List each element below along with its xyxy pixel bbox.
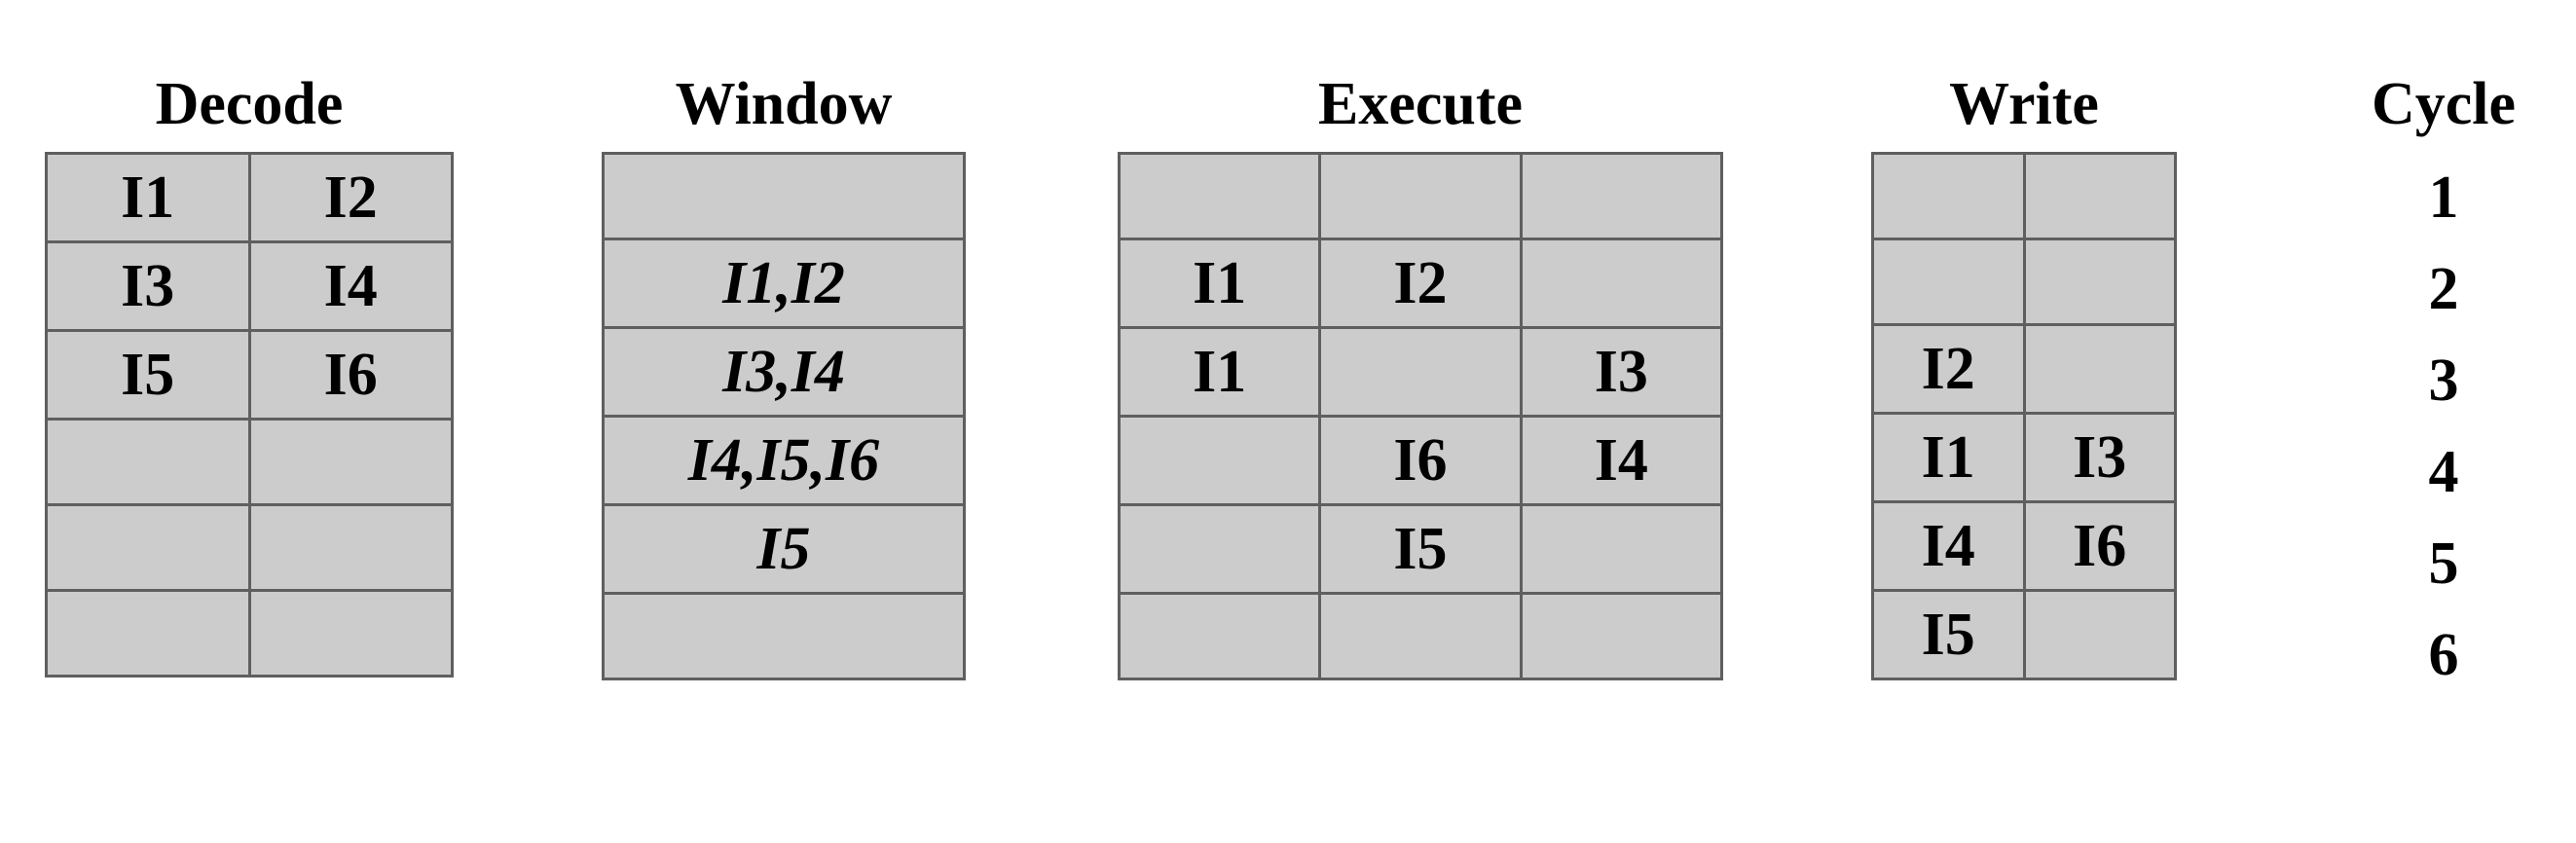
decode-cell: I5 <box>45 329 251 421</box>
execute-row: I1 I2 <box>1117 238 1724 329</box>
decode-row: I1 I2 <box>45 152 454 243</box>
write-cell <box>1871 152 2026 240</box>
decode-title: Decode <box>155 71 344 137</box>
decode-row <box>45 589 454 678</box>
window-row: I1,I2 <box>602 238 966 329</box>
write-cell: I4 <box>1871 500 2026 592</box>
decode-cell: I3 <box>45 240 251 332</box>
decode-row: I5 I6 <box>45 329 454 421</box>
cycle-number: 3 <box>2428 348 2459 414</box>
write-cell: I2 <box>1871 323 2026 415</box>
decode-cell: I1 <box>45 152 251 243</box>
execute-cell <box>1117 503 1322 595</box>
execute-row: I5 <box>1117 503 1724 595</box>
write-table: I2 I1 I3 I4 I6 I5 <box>1871 152 2177 680</box>
decode-table: I1 I2 I3 I4 I5 I6 <box>45 152 454 678</box>
execute-cell <box>1318 592 1523 680</box>
decode-row: I3 I4 <box>45 240 454 332</box>
window-cell: I4,I5,I6 <box>602 415 966 506</box>
window-cell <box>602 152 966 240</box>
window-row: I5 <box>602 503 966 595</box>
execute-cell: I6 <box>1318 415 1523 506</box>
write-row: I1 I3 <box>1871 412 2177 503</box>
execute-cell <box>1519 503 1724 595</box>
execute-cell <box>1117 592 1322 680</box>
write-cell <box>2022 152 2177 240</box>
window-cell <box>602 592 966 680</box>
decode-cell <box>247 418 454 506</box>
window-title: Window <box>675 71 893 137</box>
execute-cell <box>1519 592 1724 680</box>
write-row: I5 <box>1871 589 2177 680</box>
execute-row: I1 I3 <box>1117 326 1724 418</box>
decode-cell: I4 <box>247 240 454 332</box>
execute-table: I1 I2 I1 I3 I6 I4 I5 <box>1117 152 1724 680</box>
execute-cell <box>1318 152 1523 240</box>
write-row: I2 <box>1871 323 2177 415</box>
execute-cell: I4 <box>1519 415 1724 506</box>
execute-cell <box>1117 152 1322 240</box>
write-cell <box>2022 323 2177 415</box>
decode-cell <box>247 589 454 678</box>
cycle-number: 6 <box>2428 622 2459 688</box>
decode-cell: I6 <box>247 329 454 421</box>
cycle-number: 5 <box>2428 531 2459 597</box>
decode-row <box>45 418 454 506</box>
decode-cell <box>45 503 251 592</box>
write-cell <box>2022 238 2177 326</box>
execute-cell: I3 <box>1519 326 1724 418</box>
execute-row: I6 I4 <box>1117 415 1724 506</box>
execute-cell: I1 <box>1117 238 1322 329</box>
cycle-number: 4 <box>2428 439 2459 505</box>
execute-cell: I1 <box>1117 326 1322 418</box>
execute-row <box>1117 152 1724 240</box>
window-row: I4,I5,I6 <box>602 415 966 506</box>
window-cell: I1,I2 <box>602 238 966 329</box>
cycle-title: Cycle <box>2371 71 2517 137</box>
cycle-list: 1 2 3 4 5 6 <box>2356 152 2531 701</box>
execute-cell <box>1519 238 1724 329</box>
execute-row <box>1117 592 1724 680</box>
execute-cell <box>1519 152 1724 240</box>
write-row <box>1871 238 2177 326</box>
decode-cell <box>247 503 454 592</box>
window-table: I1,I2 I3,I4 I4,I5,I6 I5 <box>602 152 966 680</box>
write-cell: I6 <box>2022 500 2177 592</box>
write-row <box>1871 152 2177 240</box>
execute-title: Execute <box>1317 71 1524 137</box>
window-row <box>602 152 966 240</box>
execute-cell: I2 <box>1318 238 1523 329</box>
decode-cell <box>45 589 251 678</box>
write-cell: I1 <box>1871 412 2026 503</box>
window-row <box>602 592 966 680</box>
write-cell <box>1871 238 2026 326</box>
decode-row <box>45 503 454 592</box>
decode-cell: I2 <box>247 152 454 243</box>
window-cell: I5 <box>602 503 966 595</box>
execute-cell <box>1318 326 1523 418</box>
window-cell: I3,I4 <box>602 326 966 418</box>
write-cell <box>2022 589 2177 680</box>
write-title: Write <box>1949 71 2099 137</box>
write-cell: I5 <box>1871 589 2026 680</box>
execute-cell <box>1117 415 1322 506</box>
decode-cell <box>45 418 251 506</box>
cycle-number: 2 <box>2428 256 2459 322</box>
cycle-number: 1 <box>2428 165 2459 231</box>
write-cell: I3 <box>2022 412 2177 503</box>
execute-cell: I5 <box>1318 503 1523 595</box>
write-row: I4 I6 <box>1871 500 2177 592</box>
window-row: I3,I4 <box>602 326 966 418</box>
